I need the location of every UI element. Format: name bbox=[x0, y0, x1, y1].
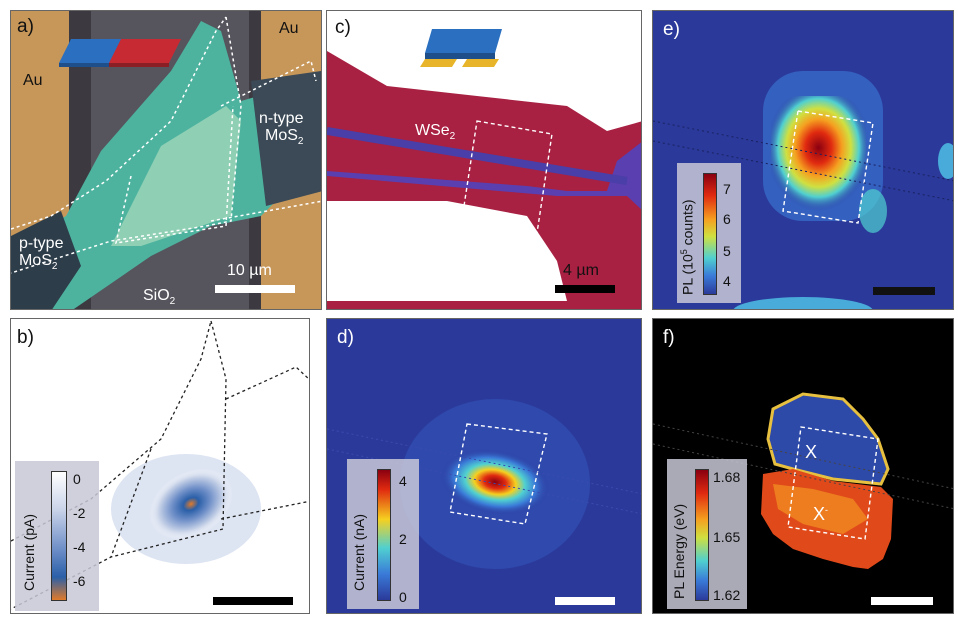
panel-d-tick-0: 4 bbox=[399, 473, 407, 489]
exciton-x-label: X bbox=[805, 442, 818, 462]
ptype-line1: p-type bbox=[19, 235, 64, 252]
panel-f-colorbar bbox=[695, 469, 709, 601]
panel-e-colorbar-title: PL (105 counts) bbox=[679, 199, 696, 295]
panel-d-colorbar bbox=[377, 469, 391, 601]
panel-f-colorbar-title: PL Energy (eV) bbox=[671, 503, 687, 599]
panel-b-tick-0: 0 bbox=[73, 471, 81, 487]
panel-e-tick-0: 7 bbox=[723, 181, 731, 197]
panel-b-current-map: b) Current (pA) 0 -2 -4 -6 bbox=[10, 318, 310, 614]
panel-b-scalebar bbox=[213, 597, 293, 605]
panel-d-label: d) bbox=[337, 327, 354, 348]
panel-e-tick-2: 5 bbox=[723, 243, 731, 259]
panel-f-pl-energy-map: f) X X- PL Energy (eV) 1.68 1.65 1.62 bbox=[652, 318, 954, 614]
wse2-sub: 2 bbox=[449, 131, 456, 143]
ptype-sub: 2 bbox=[51, 260, 58, 272]
panel-a-scalebar bbox=[215, 285, 295, 293]
panel-c-scale-text: 4 µm bbox=[563, 262, 599, 279]
panel-f-tick-1: 1.65 bbox=[713, 529, 741, 545]
ntype-line1: n-type bbox=[259, 110, 304, 127]
panel-d-tick-1: 2 bbox=[399, 531, 407, 547]
panel-e-colorbar-title-post: counts) bbox=[679, 199, 696, 250]
trion-x-text: X bbox=[813, 504, 826, 524]
panel-f-colorbar-box: PL Energy (eV) 1.68 1.65 1.62 bbox=[667, 459, 747, 609]
panel-e-colorbar-box: PL (105 counts) 7 6 5 4 bbox=[677, 163, 741, 303]
wse2-text: WSe bbox=[415, 122, 450, 139]
panel-d-colorbar-box: Current (nA) 4 2 0 bbox=[347, 459, 419, 609]
panel-b-colorbar-title: Current (pA) bbox=[21, 513, 37, 591]
panel-f-tick-0: 1.68 bbox=[713, 469, 741, 485]
panel-e-tick-3: 4 bbox=[723, 273, 731, 289]
panel-b-colorbar bbox=[51, 471, 67, 601]
panel-f-scalebar bbox=[871, 597, 933, 605]
panel-e-colorbar-title-sup: 5 bbox=[679, 249, 689, 255]
panel-d-tick-2: 0 bbox=[399, 589, 407, 605]
wse2-label: WSe2 bbox=[415, 122, 456, 143]
panel-e-tick-1: 6 bbox=[723, 211, 731, 227]
panel-b-label: b) bbox=[17, 327, 34, 348]
panel-a-label: a) bbox=[17, 16, 34, 37]
panel-c-scalebar bbox=[555, 285, 615, 293]
ntype-sub: 2 bbox=[297, 135, 304, 147]
panel-e-scalebar bbox=[873, 287, 935, 295]
panel-e-colorbar-title-pre: PL (10 bbox=[679, 254, 696, 295]
panel-b-tick-3: -6 bbox=[73, 573, 86, 589]
panel-d-current-map: d) Current (nA) 4 2 0 bbox=[326, 318, 642, 614]
panel-c-optical-image: c) WSe2 4 µm bbox=[326, 10, 642, 310]
panel-f-label: f) bbox=[663, 327, 675, 348]
ptype-label: p-type MoS2 bbox=[19, 235, 64, 272]
panel-e-label: e) bbox=[663, 19, 680, 40]
panel-e-colorbar bbox=[703, 173, 717, 295]
ntype-line2: MoS bbox=[265, 126, 298, 144]
panel-a-graphic bbox=[11, 11, 321, 309]
panel-a-optical-image: a) Au Au n-type MoS2 p-type MoS2 SiO2 10… bbox=[10, 10, 322, 310]
ptype-line2: MoS bbox=[19, 251, 52, 269]
sio2-text: SiO bbox=[143, 287, 170, 304]
panel-f-tick-2: 1.62 bbox=[713, 587, 741, 603]
panel-e-pl-map: e) PL (105 counts) 7 6 5 4 bbox=[652, 10, 954, 310]
ntype-label: n-type MoS2 bbox=[259, 110, 304, 147]
trion-x-sup: - bbox=[825, 505, 829, 515]
sio2-sub: 2 bbox=[169, 296, 176, 308]
trion-x-label: X- bbox=[813, 505, 828, 524]
panel-d-colorbar-title: Current (nA) bbox=[351, 513, 367, 591]
panel-a-scale-text: 10 µm bbox=[227, 262, 272, 279]
panel-c-label: c) bbox=[335, 17, 351, 38]
au-right-label: Au bbox=[279, 20, 299, 37]
panel-b-colorbar-box: Current (pA) 0 -2 -4 -6 bbox=[15, 461, 99, 611]
sio2-label: SiO2 bbox=[143, 287, 176, 308]
panel-b-tick-1: -2 bbox=[73, 505, 86, 521]
panel-d-scalebar bbox=[555, 597, 615, 605]
panel-b-tick-2: -4 bbox=[73, 539, 86, 555]
au-left-label: Au bbox=[23, 72, 43, 89]
panel-c-graphic bbox=[327, 11, 641, 309]
